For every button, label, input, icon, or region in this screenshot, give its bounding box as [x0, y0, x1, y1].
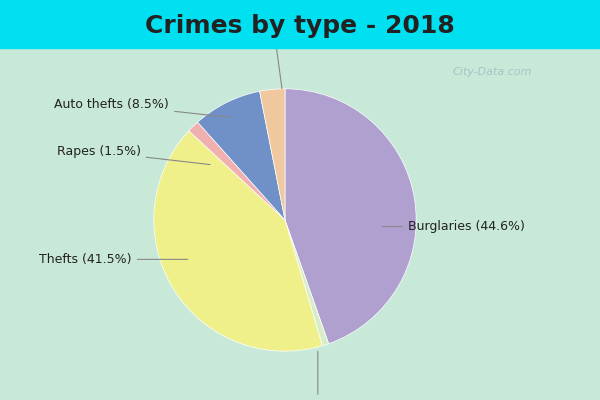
Text: Rapes (1.5%): Rapes (1.5%): [56, 145, 210, 164]
Wedge shape: [189, 122, 285, 220]
Text: Thefts (41.5%): Thefts (41.5%): [40, 253, 188, 266]
Wedge shape: [260, 89, 285, 220]
Wedge shape: [154, 131, 322, 351]
Wedge shape: [285, 89, 416, 344]
Wedge shape: [197, 91, 285, 220]
Text: Auto thefts (8.5%): Auto thefts (8.5%): [55, 98, 230, 117]
Text: City-Data.com: City-Data.com: [452, 67, 532, 77]
Text: Burglaries (44.6%): Burglaries (44.6%): [382, 220, 524, 233]
Text: Crimes by type - 2018: Crimes by type - 2018: [145, 14, 455, 38]
Wedge shape: [285, 220, 329, 346]
Text: Assaults (3.1%): Assaults (3.1%): [226, 27, 323, 89]
Text: Robberies (0.8%): Robberies (0.8%): [264, 351, 372, 400]
